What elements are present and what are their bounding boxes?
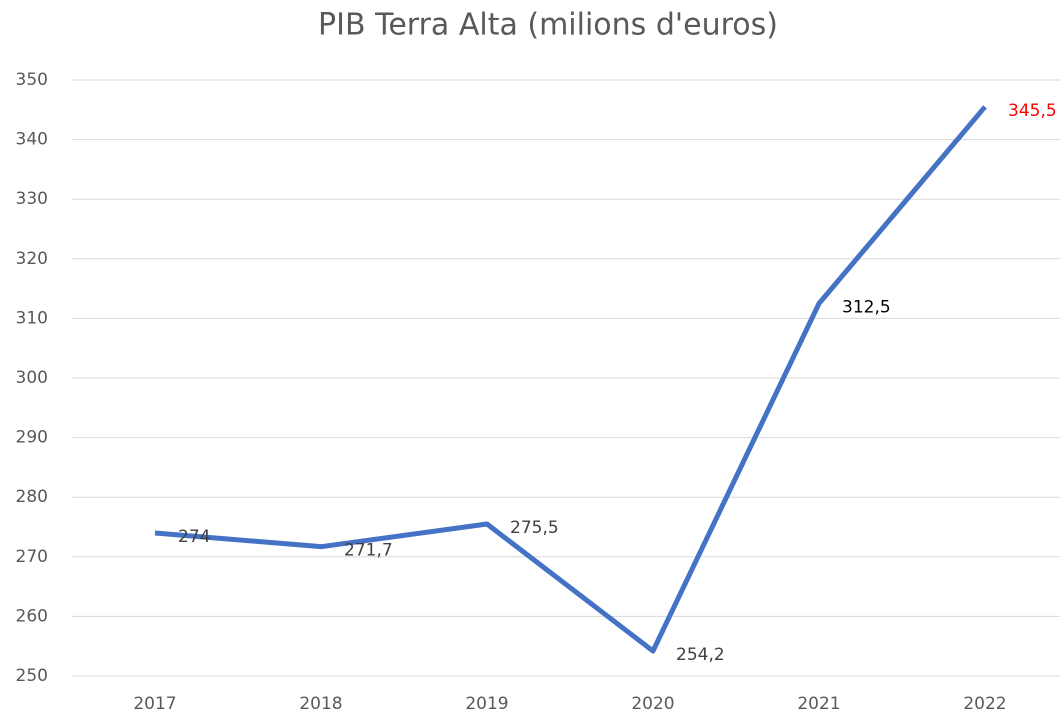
- x-tick-label: 2021: [797, 694, 840, 714]
- y-tick-label: 310: [16, 308, 48, 328]
- x-tick-label: 2022: [963, 694, 1006, 714]
- y-tick-label: 260: [16, 606, 48, 626]
- x-tick-label: 2020: [631, 694, 674, 714]
- data-label: 312,5: [842, 298, 891, 318]
- data-label: 271,7: [344, 541, 393, 561]
- y-tick-label: 350: [16, 70, 48, 90]
- x-tick-label: 2019: [465, 694, 508, 714]
- x-tick-label: 2017: [133, 694, 176, 714]
- y-tick-label: 320: [16, 249, 48, 269]
- data-label: 345,5: [1008, 101, 1057, 121]
- data-label: 275,5: [510, 518, 559, 538]
- y-tick-label: 290: [16, 428, 48, 448]
- y-tick-label: 340: [16, 130, 48, 150]
- y-tick-label: 300: [16, 368, 48, 388]
- y-tick-label: 280: [16, 487, 48, 507]
- data-label: 254,2: [676, 645, 725, 665]
- data-line: [154, 105, 987, 654]
- chart-title: PIB Terra Alta (milions d'euros): [318, 8, 778, 43]
- y-tick-label: 330: [16, 189, 48, 209]
- data-label: 274: [178, 527, 210, 547]
- x-tick-label: 2018: [299, 694, 342, 714]
- y-tick-label: 270: [16, 547, 48, 567]
- y-tick-label: 250: [16, 666, 48, 686]
